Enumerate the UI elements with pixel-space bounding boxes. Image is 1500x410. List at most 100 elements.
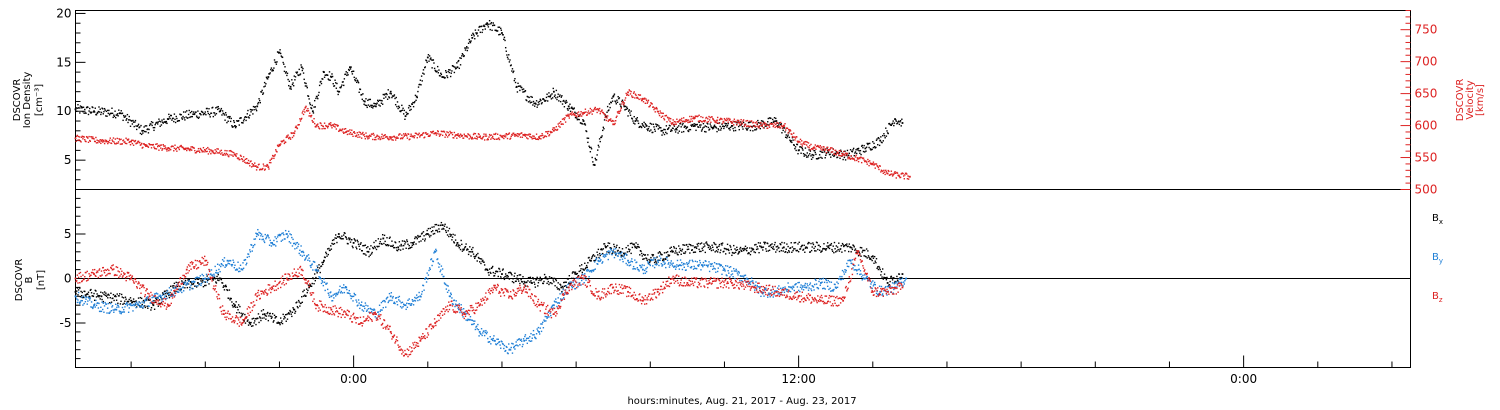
interp-point xyxy=(459,248,462,251)
interp-point xyxy=(496,342,499,345)
interp-point xyxy=(527,96,529,98)
interp-point xyxy=(190,281,192,284)
interp-point xyxy=(274,236,276,238)
interp-point xyxy=(375,138,377,141)
interp-point xyxy=(472,253,475,255)
interp-point xyxy=(851,157,854,159)
interp-point xyxy=(699,243,702,245)
interp-point xyxy=(488,19,491,22)
interp-point xyxy=(762,249,764,251)
interp-point xyxy=(494,272,496,275)
interp-point xyxy=(513,281,515,284)
interp-point xyxy=(858,150,860,152)
interp-point xyxy=(885,135,888,137)
interp-point xyxy=(84,296,86,299)
interp-point xyxy=(244,158,247,160)
interp-point xyxy=(883,273,886,275)
data-point xyxy=(545,277,548,280)
interp-point xyxy=(208,151,211,153)
interp-point xyxy=(346,288,348,291)
interp-point xyxy=(436,258,439,260)
interp-point xyxy=(518,338,520,340)
interp-point xyxy=(657,252,660,254)
interp-point xyxy=(743,125,745,127)
interp-point xyxy=(221,263,223,266)
interp-point xyxy=(379,105,381,107)
data-point xyxy=(849,246,852,249)
interp-point xyxy=(320,82,323,85)
data-point xyxy=(374,105,377,108)
interp-point xyxy=(707,120,710,123)
interp-point xyxy=(446,284,448,287)
interp-point xyxy=(546,278,549,280)
interp-point xyxy=(343,132,345,135)
interp-point xyxy=(156,143,158,145)
interp-point xyxy=(629,112,631,114)
interp-point xyxy=(279,49,281,51)
interp-point xyxy=(784,136,787,139)
interp-point xyxy=(757,119,759,122)
interp-point xyxy=(121,112,124,114)
interp-point xyxy=(365,98,367,100)
interp-point xyxy=(504,349,507,352)
interp-point xyxy=(440,72,442,75)
interp-point xyxy=(250,325,253,327)
interp-point xyxy=(432,260,435,263)
interp-point xyxy=(723,125,726,128)
interp-point xyxy=(770,117,772,120)
interp-point xyxy=(362,253,365,255)
interp-point xyxy=(881,170,884,172)
interp-point xyxy=(123,302,125,305)
interp-point xyxy=(540,138,542,140)
interp-point xyxy=(94,107,96,109)
interp-point xyxy=(260,310,263,312)
interp-point xyxy=(644,102,647,105)
interp-point xyxy=(114,117,117,119)
interp-point xyxy=(254,162,256,164)
interp-point xyxy=(320,80,322,83)
interp-point xyxy=(538,333,541,335)
interp-point xyxy=(228,117,231,119)
interp-point xyxy=(119,303,122,305)
interp-point xyxy=(888,284,891,286)
interp-point xyxy=(788,130,791,132)
interp-point xyxy=(789,139,791,141)
interp-point xyxy=(742,119,745,121)
interp-point xyxy=(663,117,665,120)
interp-point xyxy=(420,75,423,77)
interp-point xyxy=(286,318,289,320)
interp-point xyxy=(891,175,894,177)
interp-point xyxy=(758,125,761,127)
interp-point xyxy=(377,311,380,313)
interp-point xyxy=(274,154,276,156)
interp-point xyxy=(259,232,261,234)
interp-point xyxy=(760,120,763,122)
interp-point xyxy=(347,68,350,71)
interp-point xyxy=(380,138,382,140)
interp-point xyxy=(526,134,528,136)
interp-point xyxy=(474,137,476,139)
interp-point xyxy=(320,124,323,127)
interp-point xyxy=(558,95,561,98)
interp-point xyxy=(550,131,552,134)
interp-point xyxy=(807,146,809,148)
interp-point xyxy=(153,299,155,302)
interp-point xyxy=(394,97,396,100)
interp-point xyxy=(213,112,216,114)
interp-point xyxy=(674,123,676,125)
interp-point xyxy=(214,265,216,268)
interp-point xyxy=(584,273,586,275)
interp-point xyxy=(683,244,685,246)
interp-point xyxy=(95,114,98,116)
interp-point xyxy=(295,71,297,74)
interp-point xyxy=(883,276,885,279)
interp-point xyxy=(98,141,101,143)
interp-point xyxy=(368,248,371,250)
interp-point xyxy=(491,338,493,340)
interp-point xyxy=(651,103,653,105)
interp-point xyxy=(484,28,486,30)
interp-point xyxy=(451,236,454,238)
interp-point xyxy=(221,114,223,116)
interp-point xyxy=(168,293,170,295)
interp-point xyxy=(129,297,132,299)
